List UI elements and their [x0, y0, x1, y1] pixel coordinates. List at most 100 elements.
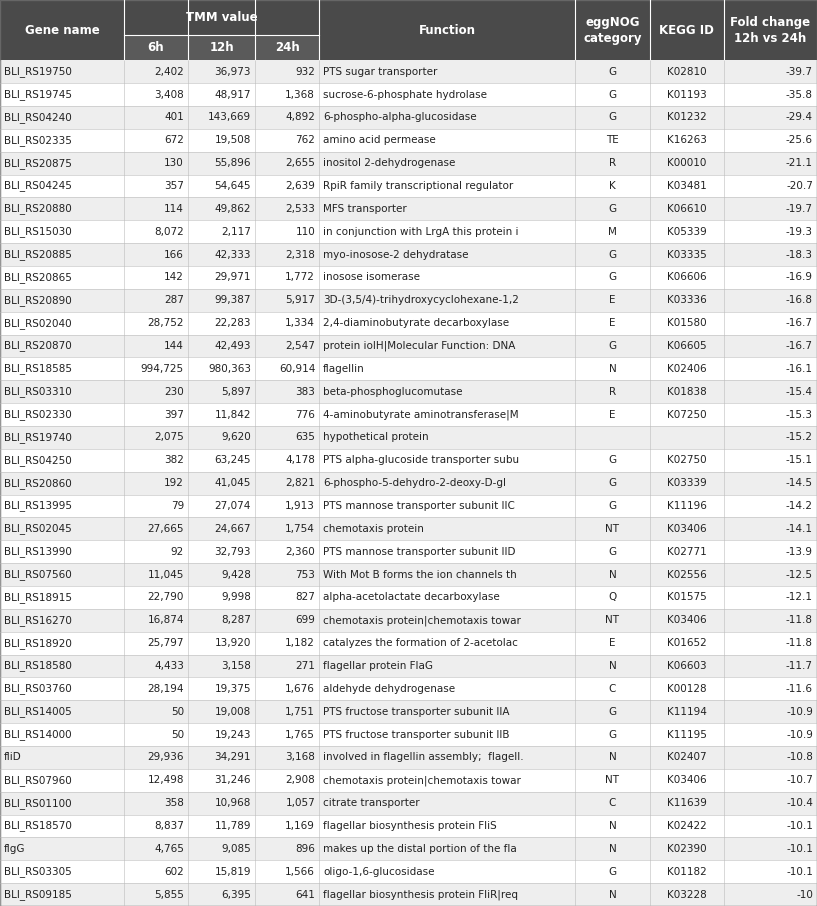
Bar: [575, 220, 650, 243]
Bar: [724, 472, 817, 495]
Text: BLI_RS20875: BLI_RS20875: [4, 158, 72, 169]
Text: 144: 144: [164, 341, 184, 351]
Text: K01580: K01580: [667, 318, 707, 328]
Bar: [255, 792, 319, 814]
Text: 12h: 12h: [209, 42, 234, 54]
Text: 3D-(3,5/4)-trihydroxycyclohexane-1,2: 3D-(3,5/4)-trihydroxycyclohexane-1,2: [324, 295, 519, 305]
Bar: [724, 837, 817, 861]
Bar: [0, 609, 124, 631]
Bar: [575, 426, 650, 448]
Text: BLI_RS02045: BLI_RS02045: [4, 524, 72, 535]
Text: K01193: K01193: [667, 90, 707, 100]
Bar: [188, 381, 255, 403]
Text: K02422: K02422: [667, 821, 707, 831]
Text: 2,075: 2,075: [154, 432, 184, 442]
Bar: [0, 792, 124, 814]
Text: K02750: K02750: [667, 456, 707, 466]
Bar: [575, 448, 650, 472]
Text: -10.7: -10.7: [786, 776, 813, 786]
Bar: [650, 609, 724, 631]
Text: 397: 397: [164, 410, 184, 419]
Bar: [575, 837, 650, 861]
Text: G: G: [609, 249, 617, 259]
Bar: [188, 403, 255, 426]
Text: flagellar protein FlaG: flagellar protein FlaG: [324, 661, 433, 671]
Text: in conjunction with LrgA this protein i: in conjunction with LrgA this protein i: [324, 226, 519, 236]
Text: 42,493: 42,493: [215, 341, 251, 351]
Text: -39.7: -39.7: [786, 67, 813, 77]
Bar: [575, 266, 650, 289]
Text: makes up the distal portion of the fla: makes up the distal portion of the fla: [324, 843, 517, 853]
Text: BLI_RS16270: BLI_RS16270: [4, 615, 72, 626]
Text: 980,363: 980,363: [208, 364, 251, 374]
Text: N: N: [609, 752, 616, 763]
Bar: [575, 769, 650, 792]
Text: BLI_RS15030: BLI_RS15030: [4, 226, 72, 237]
Bar: [575, 495, 650, 517]
Text: G: G: [609, 90, 617, 100]
Text: 19,508: 19,508: [215, 135, 251, 145]
Text: 9,085: 9,085: [221, 843, 251, 853]
Text: BLI_RS03760: BLI_RS03760: [4, 683, 72, 694]
Bar: [319, 403, 575, 426]
Text: -20.7: -20.7: [786, 181, 813, 191]
Bar: [650, 334, 724, 357]
Bar: [724, 220, 817, 243]
Bar: [255, 426, 319, 448]
Bar: [650, 312, 724, 334]
Bar: [0, 220, 124, 243]
Text: alpha-acetolactate decarboxylase: alpha-acetolactate decarboxylase: [324, 593, 500, 602]
Bar: [0, 631, 124, 654]
Bar: [650, 175, 724, 198]
Bar: [575, 129, 650, 151]
Bar: [188, 129, 255, 151]
Text: 49,862: 49,862: [215, 204, 251, 214]
Text: 2,655: 2,655: [285, 159, 315, 169]
Text: NT: NT: [605, 615, 619, 625]
Text: K00010: K00010: [667, 159, 707, 169]
Bar: [188, 243, 255, 266]
Bar: [724, 540, 817, 564]
Bar: [650, 837, 724, 861]
Text: K03339: K03339: [667, 478, 707, 488]
Text: K03406: K03406: [667, 615, 707, 625]
Bar: [255, 357, 319, 381]
Bar: [724, 792, 817, 814]
Text: 11,045: 11,045: [148, 570, 184, 580]
Bar: [724, 631, 817, 654]
Text: fliD: fliD: [4, 752, 22, 763]
Text: -10.4: -10.4: [786, 798, 813, 808]
Text: -16.9: -16.9: [786, 273, 813, 283]
Bar: [724, 289, 817, 312]
Bar: [188, 472, 255, 495]
Text: 54,645: 54,645: [215, 181, 251, 191]
Text: BLI_RS03305: BLI_RS03305: [4, 866, 72, 877]
Text: 5,897: 5,897: [221, 387, 251, 397]
Text: 932: 932: [295, 67, 315, 77]
Bar: [724, 334, 817, 357]
Bar: [319, 198, 575, 220]
Text: K02406: K02406: [667, 364, 707, 374]
Bar: [188, 837, 255, 861]
Bar: [319, 609, 575, 631]
Text: 2,402: 2,402: [154, 67, 184, 77]
Bar: [0, 495, 124, 517]
Bar: [650, 495, 724, 517]
Bar: [124, 472, 188, 495]
Bar: [188, 106, 255, 129]
Bar: [650, 883, 724, 906]
Bar: [650, 426, 724, 448]
Text: 114: 114: [164, 204, 184, 214]
Text: BLI_RS14000: BLI_RS14000: [4, 729, 72, 740]
Bar: [255, 198, 319, 220]
Bar: [255, 151, 319, 175]
Text: BLI_RS04240: BLI_RS04240: [4, 112, 72, 123]
Text: flagellin: flagellin: [324, 364, 365, 374]
Text: 41,045: 41,045: [215, 478, 251, 488]
Text: 192: 192: [164, 478, 184, 488]
Bar: [188, 540, 255, 564]
Text: 3,168: 3,168: [285, 752, 315, 763]
Bar: [650, 0, 724, 61]
Bar: [124, 861, 188, 883]
Text: 1,751: 1,751: [285, 707, 315, 717]
